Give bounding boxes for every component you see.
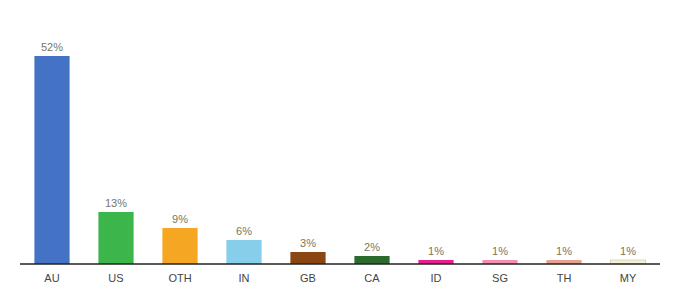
bars	[34, 56, 645, 264]
x-tick-labels: AU US OTH IN GB CA ID SG TH MY	[44, 272, 637, 284]
chart-container: 52% 13% 9% 6% 3% 2% 1% 1% 1% 1% AU US OTH IN GB CA ID SG T…	[0, 0, 680, 300]
bar	[226, 240, 261, 264]
data-label: 1%	[428, 245, 444, 257]
x-tick-label: GB	[300, 272, 316, 284]
data-label: 52%	[41, 41, 63, 53]
data-label: 6%	[236, 225, 252, 237]
data-label: 2%	[364, 241, 380, 253]
bar	[162, 228, 197, 264]
x-tick-label: MY	[620, 272, 637, 284]
chart-svg: 52% 13% 9% 6% 3% 2% 1% 1% 1% 1% AU US OTH IN GB CA ID SG T…	[0, 0, 680, 300]
data-label: 1%	[620, 245, 636, 257]
x-tick-label: CA	[364, 272, 380, 284]
data-label: 1%	[492, 245, 508, 257]
x-tick-label: SG	[492, 272, 508, 284]
data-labels: 52% 13% 9% 6% 3% 2% 1% 1% 1% 1%	[41, 41, 636, 257]
x-tick-label: IN	[239, 272, 250, 284]
bar	[34, 56, 69, 264]
data-label: 13%	[105, 197, 127, 209]
x-tick-label: ID	[431, 272, 442, 284]
data-label: 1%	[556, 245, 572, 257]
bar	[98, 212, 133, 264]
x-axis-line	[20, 263, 660, 265]
data-label: 3%	[300, 237, 316, 249]
x-tick-label: OTH	[168, 272, 191, 284]
x-tick-label: AU	[44, 272, 59, 284]
data-label: 9%	[172, 213, 188, 225]
bar	[354, 256, 389, 264]
bar	[290, 252, 325, 264]
x-tick-label: TH	[557, 272, 572, 284]
x-tick-label: US	[108, 272, 123, 284]
